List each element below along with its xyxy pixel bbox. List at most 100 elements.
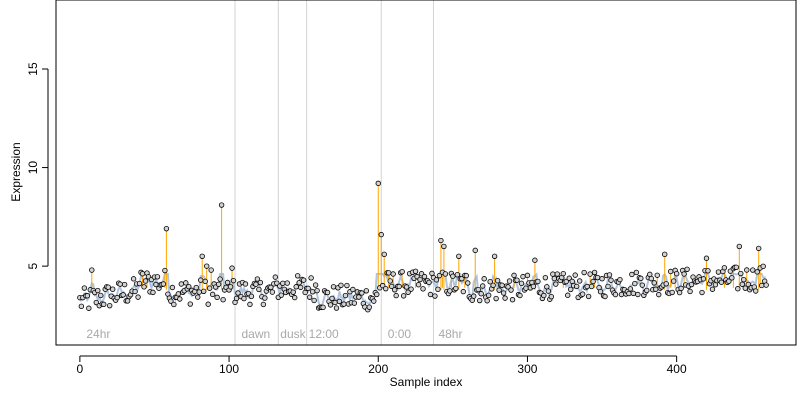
data-point-454 [754, 269, 760, 275]
data-point-264 [471, 293, 477, 299]
data-point-352 [602, 293, 608, 300]
x-tick-label-2: 200 [368, 362, 388, 376]
data-point-307 [535, 278, 541, 285]
data-point-42 [139, 271, 146, 277]
time-annotation-3: 12:00 [309, 327, 339, 341]
data-point-273 [484, 298, 490, 304]
data-point-148 [297, 284, 304, 291]
data-point-385 [651, 280, 657, 286]
data-point-442 [736, 243, 743, 250]
data-point-56 [160, 281, 167, 287]
data-point-274 [485, 292, 492, 299]
data-point-208 [387, 278, 393, 284]
data-point-369 [627, 286, 634, 292]
data-point-131 [272, 274, 279, 280]
data-point-57 [162, 267, 168, 274]
data-point-230 [420, 286, 426, 292]
data-point-278 [491, 253, 498, 259]
data-point-39 [135, 294, 141, 300]
data-point-172 [333, 305, 340, 311]
data-point-171 [332, 299, 338, 306]
data-point-244 [441, 243, 447, 250]
data-point-216 [399, 268, 405, 275]
data-point-20 [107, 302, 113, 309]
data-point-345 [591, 269, 598, 276]
data-point-260 [465, 280, 471, 286]
data-point-252 [453, 285, 459, 292]
data-point-387 [654, 272, 660, 278]
data-point-145 [293, 284, 299, 290]
data-point-293 [514, 277, 520, 283]
data-point-312 [542, 274, 549, 281]
data-point-67 [177, 296, 183, 302]
data-point-329 [568, 286, 574, 293]
data-point-356 [608, 277, 614, 283]
data-point-147 [296, 279, 302, 286]
data-point-22 [109, 286, 116, 292]
data-point-110 [241, 295, 247, 302]
data-point-372 [632, 280, 638, 287]
data-point-228 [417, 276, 423, 283]
data-point-220 [405, 289, 411, 296]
data-point-428 [715, 269, 722, 275]
data-point-163 [320, 304, 326, 311]
data-point-373 [633, 269, 640, 276]
data-point-11 [93, 299, 99, 306]
data-point-285 [502, 295, 508, 301]
data-point-129 [269, 289, 276, 295]
data-point-359 [612, 291, 619, 298]
data-point-170 [330, 284, 337, 290]
x-axis-label: Sample index [390, 375, 463, 389]
data-point-27 [117, 281, 123, 287]
data-point-128 [268, 284, 274, 291]
data-point-417 [699, 289, 705, 296]
time-annotation-0: 24hr [86, 327, 110, 341]
data-point-363 [618, 291, 625, 298]
data-point-99 [224, 279, 231, 286]
data-point-12 [95, 287, 101, 294]
data-point-344 [590, 278, 596, 285]
data-point-326 [563, 278, 569, 285]
data-point-187 [356, 294, 362, 300]
data-point-460 [763, 282, 769, 288]
data-point-388 [656, 291, 662, 298]
data-point-398 [670, 278, 677, 284]
data-point-354 [605, 283, 611, 290]
data-point-120 [256, 286, 262, 293]
data-point-318 [551, 275, 558, 282]
data-point-158 [312, 282, 319, 288]
data-point-289 [508, 287, 514, 293]
data-point-458 [760, 263, 766, 270]
data-point-214 [396, 283, 402, 290]
data-point-123 [260, 301, 267, 308]
data-point-265 [472, 247, 478, 254]
data-point-291 [511, 272, 517, 279]
data-point-80 [196, 289, 202, 295]
data-point-157 [311, 297, 317, 304]
data-point-238 [432, 293, 438, 299]
data-point-341 [585, 293, 592, 300]
data-point-154 [306, 294, 313, 300]
data-point-68 [178, 281, 185, 287]
data-point-451 [750, 267, 756, 273]
data-point-340 [584, 283, 590, 290]
data-point-6 [86, 305, 92, 311]
data-point-200 [375, 180, 381, 187]
data-point-440 [733, 264, 740, 271]
x-tick-label-1: 100 [219, 362, 239, 376]
data-point-444 [739, 281, 745, 287]
time-annotations: 24hr dawn dusk 12:00 0:00 48hr [86, 327, 462, 341]
data-point-430 [718, 279, 725, 285]
data-point-443 [738, 270, 744, 277]
data-point-178 [342, 292, 349, 299]
data-point-242 [438, 237, 444, 244]
data-point-437 [729, 275, 735, 281]
data-point-457 [758, 282, 765, 289]
data-point-239 [433, 277, 440, 283]
data-point-225 [412, 268, 419, 275]
data-point-105 [233, 295, 240, 302]
data-point-317 [550, 271, 556, 277]
data-point-94 [217, 276, 223, 282]
data-point-448 [745, 281, 751, 288]
